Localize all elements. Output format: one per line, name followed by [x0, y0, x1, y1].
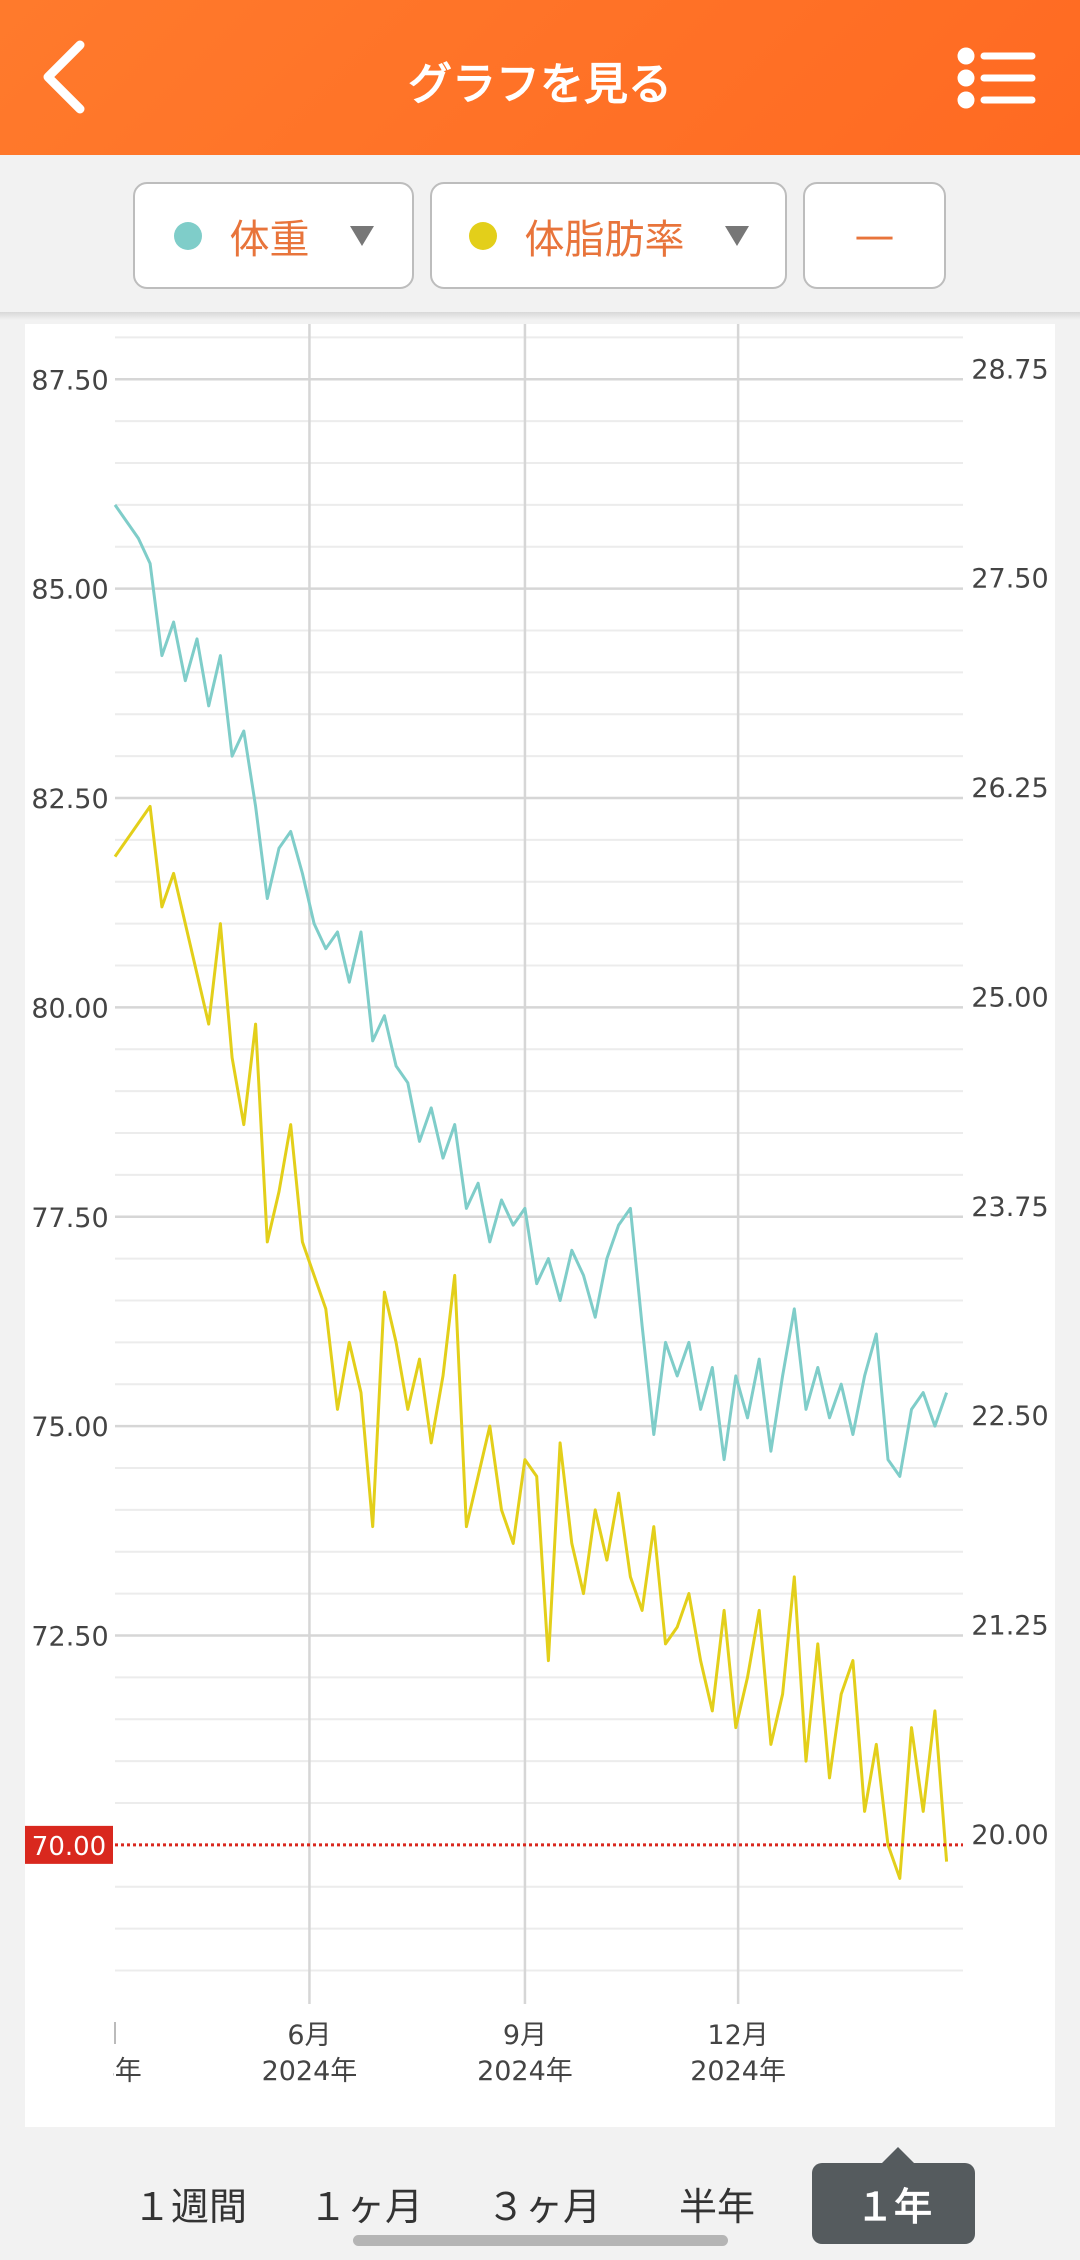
y-tick-label: 72.50 [31, 1622, 108, 1653]
series-line [113, 504, 949, 1478]
x-tick-label: 2024年 [477, 2056, 573, 2087]
y-tick-label: 82.50 [31, 784, 108, 815]
y2-tick-label: 21.25 [971, 1611, 1048, 1642]
y2-tick-label: 23.75 [971, 1192, 1048, 1223]
legend-dot [173, 221, 202, 250]
legend-label: 体脂肪率 [524, 216, 685, 263]
home-indicator [353, 2235, 728, 2246]
header: グラフを見る [0, 0, 1080, 155]
page-title: グラフを見る [408, 59, 672, 110]
x-tick-label: 3月 [72, 2020, 116, 2051]
series-line [113, 804, 949, 1880]
y2-tick-label: 28.75 [971, 354, 1048, 385]
header-icons [43, 40, 1036, 114]
x-tick-label: 6月 [287, 2020, 331, 2051]
y-tick-label: 75.00 [31, 1412, 108, 1443]
x-tick-label: 9月 [503, 2020, 547, 2051]
x-tick-label: 12月 [707, 2020, 768, 2051]
y2-tick-label: 20.00 [971, 1820, 1048, 1851]
target-label-box [25, 1825, 113, 1864]
back-button[interactable] [43, 40, 85, 114]
dropdown-arrow [724, 225, 749, 246]
x-tick-label: 2024年 [46, 2056, 142, 2087]
x-tick-label: 2024年 [690, 2056, 786, 2087]
y2-tick-label: 27.50 [971, 564, 1048, 595]
period-tab[interactable]: １ヶ月 [308, 2185, 423, 2229]
y2-tick-label: 25.00 [971, 982, 1048, 1013]
legend-dot [468, 221, 497, 250]
period-tab[interactable]: １週間 [132, 2185, 247, 2229]
dropdown-arrow [349, 225, 374, 246]
series-select[interactable]: 体脂肪率 [430, 182, 787, 289]
y-tick-label: 87.50 [31, 365, 108, 396]
x-tick-label: 2024年 [262, 2056, 358, 2087]
series-select[interactable]: 体重 [133, 182, 414, 289]
y-tick-label: 85.00 [31, 575, 108, 606]
y2-tick-label: 22.50 [971, 1401, 1048, 1432]
legend-label: 体重 [229, 216, 310, 263]
target-label: 70.00 [32, 1832, 106, 1862]
x-axis: 3月 2024年 6月 2024年 9月 2024年 12月 2024年 [46, 2020, 786, 2087]
tab-highlight [812, 2147, 975, 2244]
period-tab[interactable]: １年 [855, 2185, 932, 2229]
chart-panel [25, 324, 1055, 2127]
y-tick-label: 77.50 [31, 1203, 108, 1234]
period-tab[interactable]: ３ヶ月 [486, 2185, 601, 2229]
third-select[interactable]: — [803, 182, 946, 289]
period-tab[interactable]: 半年 [678, 2185, 755, 2229]
chart: 72.50 75.00 77.50 80.00 82.50 85.00 87.50 20.00… [25, 324, 1049, 2087]
y2-tick-label: 26.25 [971, 773, 1048, 804]
y-tick-label: 80.00 [31, 993, 108, 1024]
divider [0, 312, 1080, 320]
third-label: — [854, 212, 895, 259]
menu-button[interactable] [957, 47, 1036, 109]
